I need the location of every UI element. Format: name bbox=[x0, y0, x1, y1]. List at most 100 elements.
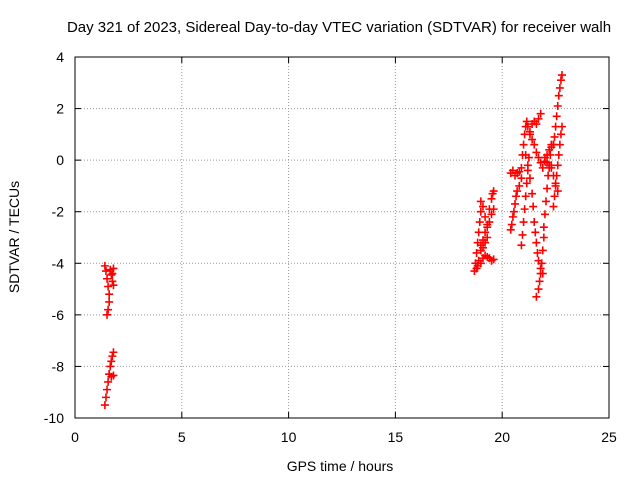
data-point bbox=[487, 210, 496, 219]
grid-lines bbox=[75, 57, 609, 418]
data-point bbox=[525, 130, 534, 139]
data-point bbox=[511, 199, 520, 208]
data-point bbox=[554, 91, 563, 100]
data-point bbox=[109, 371, 118, 380]
data-point bbox=[554, 150, 563, 159]
data-point bbox=[532, 238, 541, 247]
data-point bbox=[549, 171, 558, 180]
data-point bbox=[522, 117, 531, 126]
data-point bbox=[519, 218, 528, 227]
data-point bbox=[522, 179, 531, 188]
data-point bbox=[487, 194, 496, 203]
data-point bbox=[550, 192, 559, 201]
data-point bbox=[109, 264, 118, 273]
data-point bbox=[101, 393, 110, 402]
data-point bbox=[483, 223, 492, 232]
y-tick-label: -8 bbox=[52, 358, 65, 374]
data-point bbox=[517, 163, 526, 172]
data-point bbox=[109, 348, 118, 357]
x-axis-label: GPS time / hours bbox=[287, 458, 394, 474]
y-tick-label: -2 bbox=[52, 204, 65, 220]
data-point bbox=[521, 192, 530, 201]
data-point bbox=[547, 163, 556, 172]
y-axis-label: SDTVAR / TECUs bbox=[6, 181, 22, 293]
chart-title: Day 321 of 2023, Sidereal Day-to-day VTE… bbox=[67, 19, 611, 36]
data-point bbox=[553, 187, 562, 196]
data-point bbox=[556, 76, 565, 85]
data-point bbox=[543, 184, 552, 193]
data-point bbox=[549, 140, 558, 149]
y-tick-label: -4 bbox=[52, 255, 65, 271]
data-point bbox=[528, 189, 537, 198]
data-point bbox=[512, 192, 521, 201]
data-point bbox=[536, 109, 545, 118]
data-point bbox=[549, 202, 558, 211]
y-tick-label: 4 bbox=[56, 49, 64, 65]
data-point bbox=[507, 220, 516, 229]
data-point bbox=[525, 174, 534, 183]
data-point bbox=[105, 297, 114, 306]
data-point bbox=[535, 277, 544, 286]
x-tick-label: 0 bbox=[71, 429, 79, 445]
data-point bbox=[103, 385, 112, 394]
data-point bbox=[489, 255, 498, 264]
data-point bbox=[551, 179, 560, 188]
data-point bbox=[537, 259, 546, 268]
data-point bbox=[558, 71, 567, 80]
data-point bbox=[556, 130, 565, 139]
data-point bbox=[476, 207, 485, 216]
data-point bbox=[540, 153, 549, 162]
data-point bbox=[483, 233, 492, 242]
data-point bbox=[472, 248, 481, 257]
data-point bbox=[539, 233, 548, 242]
data-point bbox=[509, 207, 518, 216]
data-point bbox=[539, 223, 548, 232]
data-point bbox=[476, 197, 485, 206]
data-point bbox=[533, 248, 542, 257]
data-point bbox=[523, 122, 532, 131]
data-point bbox=[108, 269, 117, 278]
data-point bbox=[108, 277, 117, 286]
data-point bbox=[519, 140, 528, 149]
x-tick-label: 5 bbox=[178, 429, 186, 445]
data-point bbox=[101, 267, 110, 276]
data-point bbox=[536, 269, 545, 278]
data-point bbox=[100, 401, 109, 410]
data-point bbox=[481, 238, 490, 247]
data-point bbox=[476, 259, 485, 268]
data-point bbox=[534, 114, 543, 123]
data-point bbox=[529, 202, 538, 211]
data-point bbox=[485, 218, 494, 227]
data-point bbox=[553, 101, 562, 110]
x-tick-label: 20 bbox=[494, 429, 510, 445]
data-point bbox=[481, 212, 490, 221]
data-point bbox=[515, 181, 524, 190]
plot-frame bbox=[74, 56, 610, 419]
data-point bbox=[508, 166, 517, 175]
data-point bbox=[551, 122, 560, 131]
data-point bbox=[478, 243, 487, 252]
data-point bbox=[513, 187, 522, 196]
data-point bbox=[103, 274, 112, 283]
data-point bbox=[534, 285, 543, 294]
data-point bbox=[105, 290, 114, 299]
y-tick-label: -6 bbox=[52, 307, 65, 323]
data-point bbox=[553, 161, 562, 170]
data-point bbox=[540, 210, 549, 219]
data-point bbox=[506, 225, 515, 234]
data-point bbox=[104, 377, 113, 386]
data-point bbox=[107, 357, 116, 366]
data-point bbox=[103, 310, 112, 319]
data-point bbox=[532, 148, 541, 157]
data-point bbox=[518, 230, 527, 239]
data-point bbox=[489, 205, 498, 214]
data-point bbox=[538, 246, 547, 255]
data-point bbox=[541, 197, 550, 206]
data-point bbox=[100, 261, 109, 270]
data-point bbox=[108, 352, 117, 361]
data-point bbox=[106, 362, 115, 371]
data-point bbox=[104, 305, 113, 314]
data-point bbox=[532, 120, 541, 129]
data-point bbox=[508, 212, 517, 221]
